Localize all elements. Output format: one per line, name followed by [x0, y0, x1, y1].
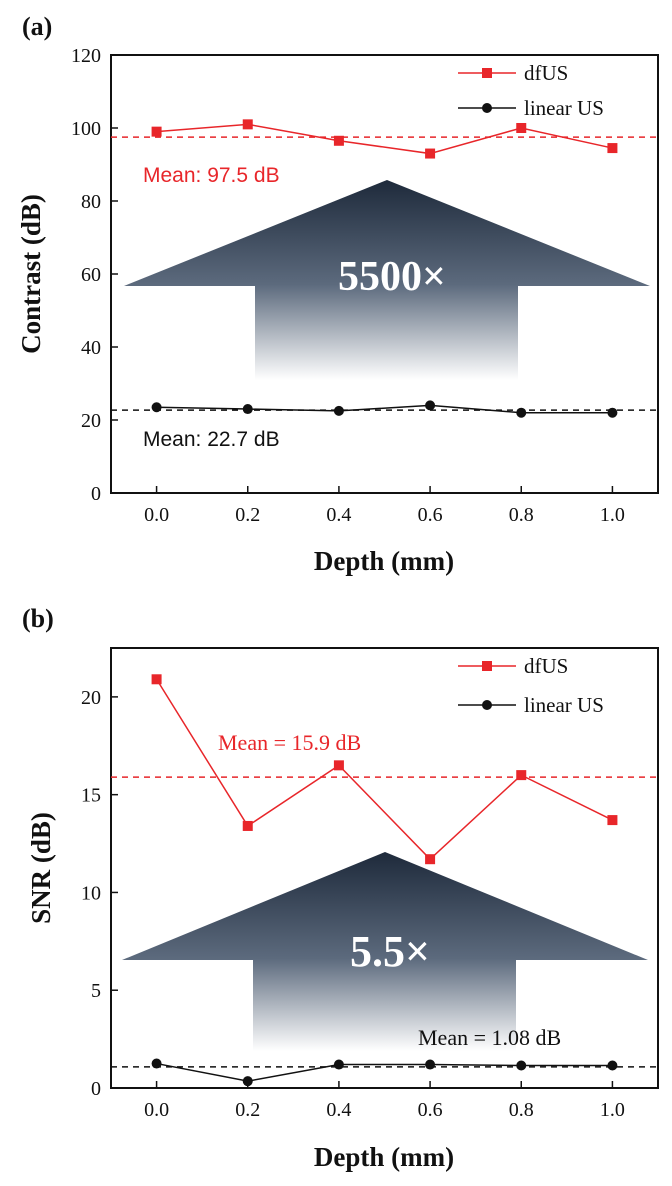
- mean-lines: [111, 776, 658, 1068]
- y-tick-label: 80: [81, 191, 101, 213]
- panel-b: (b) 5.5× 0.0 0.2 0.4 0.6 0.8 1.0 0 5 10 15 20 Mean…: [22, 604, 659, 1172]
- legend-dfus: dfUS: [524, 61, 568, 85]
- data-point-dfus: [333, 135, 344, 146]
- series-line-linear: [156, 1062, 613, 1082]
- panel-a: (a) 5500× 0.0 0.2 0.4 0.6 0.8 1.0 0 20 40 60 80 100…: [16, 12, 659, 576]
- data-point-dfus: [607, 815, 618, 826]
- x-tick-label: 0.4: [326, 504, 351, 526]
- x-tick-label: 1.0: [600, 1099, 625, 1121]
- y-tick-label: 0: [91, 483, 101, 505]
- data-point-dfus: [516, 770, 527, 781]
- y-tick-label: 120: [71, 45, 101, 67]
- data-series: [151, 119, 618, 418]
- fold-change-arrow: 5.5×: [122, 852, 648, 1051]
- data-point-linear: [242, 1076, 253, 1087]
- data-point-linear: [425, 1059, 436, 1070]
- fold-change-arrow: 5500×: [124, 180, 650, 380]
- y-tick-label: 10: [81, 882, 101, 904]
- x-tick-label: 0.2: [235, 1099, 260, 1121]
- x-tick-label: 0.4: [326, 1099, 351, 1121]
- data-point-linear: [333, 405, 344, 416]
- x-tick-label: 0.6: [418, 1099, 443, 1121]
- legend-marker-dfus: [482, 68, 492, 78]
- fold-change-label: 5.5×: [350, 927, 430, 976]
- y-tick-label: 100: [71, 118, 101, 140]
- data-point-linear: [516, 1060, 527, 1071]
- legend: dfUS linear US: [458, 654, 604, 717]
- series-line-linear: [156, 404, 613, 414]
- data-point-linear: [151, 402, 162, 413]
- legend-marker-linear: [482, 700, 492, 710]
- data-point-dfus: [151, 126, 162, 137]
- data-point-dfus: [516, 123, 527, 133]
- y-axis-label: SNR (dB): [26, 812, 56, 924]
- x-tick-label: 0.0: [144, 504, 169, 526]
- mean-lines: [111, 136, 658, 411]
- legend-marker-linear: [482, 103, 492, 113]
- x-tick-label: 0.8: [509, 1099, 534, 1121]
- x-axis-label: Depth (mm): [314, 1142, 454, 1172]
- data-point-dfus: [242, 820, 253, 831]
- x-tick-label: 0.6: [418, 504, 443, 526]
- axes-ticks: 0.0 0.2 0.4 0.6 0.8 1.0 0 20 40 60 80 100 120: [71, 45, 625, 526]
- legend-linear: linear US: [524, 693, 604, 717]
- data-point-dfus: [425, 854, 436, 865]
- y-axis-label: Contrast (dB): [16, 194, 46, 354]
- panel-label: (b): [22, 604, 54, 633]
- data-point-dfus: [607, 143, 618, 154]
- legend: dfUS linear US: [458, 61, 604, 120]
- data-point-linear: [242, 404, 253, 415]
- series-line-dfus: [155, 678, 613, 861]
- data-point-linear: [333, 1059, 344, 1070]
- x-tick-label: 0.2: [235, 504, 260, 526]
- panel-label: (a): [22, 12, 52, 41]
- mean-label-linear: Mean = 1.08 dB: [418, 1025, 561, 1050]
- data-point-linear: [607, 407, 618, 418]
- data-series: [151, 674, 618, 1087]
- series-line-dfus: [156, 123, 613, 155]
- x-tick-label: 1.0: [600, 504, 625, 526]
- y-tick-label: 60: [81, 264, 101, 286]
- mean-label-dfus: Mean: 97.5 dB: [143, 164, 280, 187]
- mean-label-dfus: Mean = 15.9 dB: [218, 730, 361, 755]
- y-tick-label: 15: [81, 785, 101, 807]
- data-point-linear: [607, 1060, 618, 1071]
- data-point-dfus: [151, 674, 162, 685]
- plot-frame: [110, 647, 659, 1089]
- fold-change-label: 5500×: [338, 254, 446, 300]
- y-tick-label: 20: [81, 410, 101, 432]
- legend-dfus: dfUS: [524, 654, 568, 678]
- legend-linear: linear US: [524, 96, 604, 120]
- data-point-dfus: [242, 119, 253, 130]
- y-tick-label: 0: [91, 1078, 101, 1100]
- x-axis-label: Depth (mm): [314, 546, 454, 576]
- x-tick-label: 0.8: [509, 504, 534, 526]
- y-tick-label: 20: [81, 687, 101, 709]
- axes-ticks: 0.0 0.2 0.4 0.6 0.8 1.0 0 5 10 15 20: [81, 687, 625, 1121]
- data-point-linear: [425, 400, 436, 411]
- data-point-dfus: [333, 760, 344, 771]
- legend-marker-dfus: [482, 661, 492, 671]
- data-point-dfus: [425, 148, 436, 159]
- x-tick-label: 0.0: [144, 1099, 169, 1121]
- y-tick-label: 5: [91, 980, 101, 1002]
- data-point-linear: [151, 1058, 162, 1069]
- y-tick-label: 40: [81, 337, 101, 359]
- mean-label-linear: Mean: 22.7 dB: [143, 428, 280, 451]
- data-point-linear: [516, 407, 527, 418]
